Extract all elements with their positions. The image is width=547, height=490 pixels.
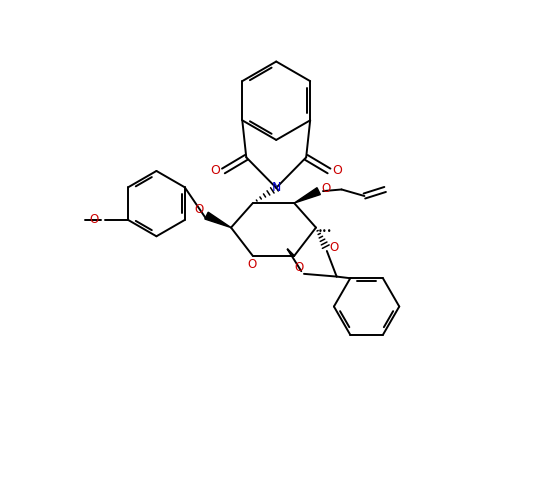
- Text: O: O: [332, 164, 342, 177]
- Polygon shape: [294, 188, 321, 203]
- Text: O: O: [210, 164, 220, 177]
- Text: O: O: [294, 261, 303, 274]
- Text: O: O: [248, 258, 257, 271]
- Text: O: O: [329, 241, 339, 254]
- Text: O: O: [195, 203, 204, 216]
- Text: O: O: [89, 214, 98, 226]
- Polygon shape: [205, 212, 231, 227]
- Text: •••: •••: [318, 227, 332, 237]
- Text: N: N: [271, 181, 281, 194]
- Text: O: O: [321, 182, 330, 195]
